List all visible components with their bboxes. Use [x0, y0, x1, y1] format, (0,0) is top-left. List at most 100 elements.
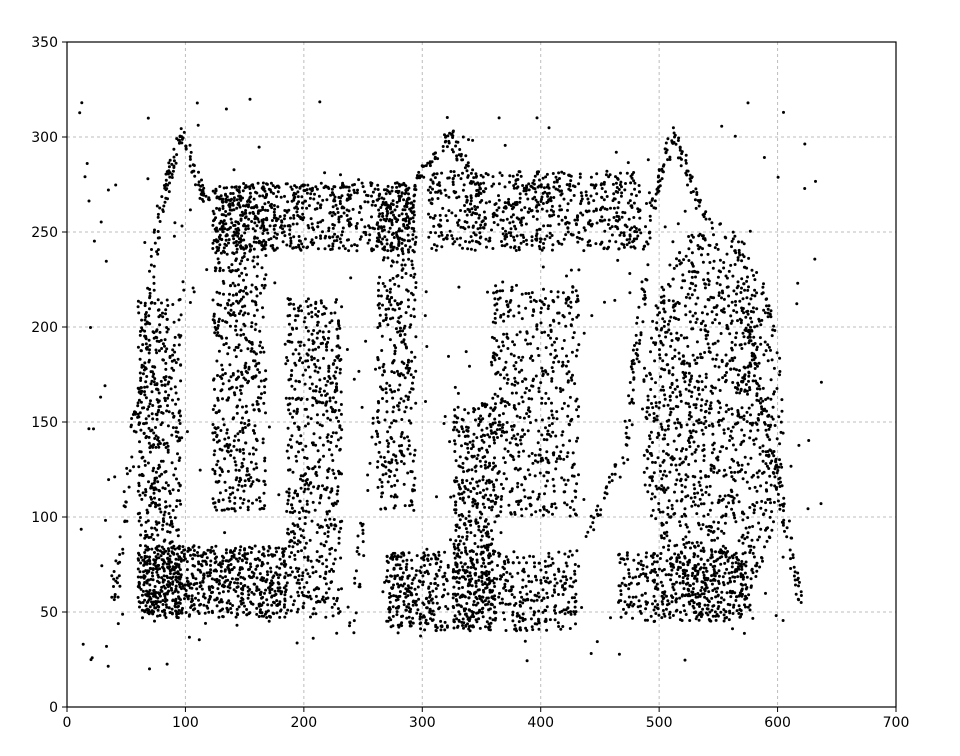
data-point: [421, 583, 424, 586]
data-point: [583, 226, 586, 229]
data-point: [467, 426, 470, 429]
data-point: [429, 563, 432, 566]
data-point: [178, 409, 181, 412]
data-point: [490, 596, 493, 599]
data-point: [215, 334, 218, 337]
data-point: [389, 208, 392, 211]
data-point: [553, 181, 556, 184]
data-point: [324, 247, 327, 250]
data-point: [333, 603, 336, 606]
data-point: [488, 445, 491, 448]
data-point: [147, 570, 150, 573]
data-point: [208, 598, 211, 601]
data-point: [339, 436, 342, 439]
data-point: [457, 465, 460, 468]
data-point: [292, 603, 295, 606]
data-point: [253, 236, 256, 239]
data-point: [439, 214, 442, 217]
data-point: [339, 527, 342, 530]
data-point: [533, 600, 536, 603]
data-point: [548, 192, 551, 195]
data-point: [453, 408, 456, 411]
data-point: [225, 239, 228, 242]
data-point: [590, 195, 593, 198]
data-point: [309, 376, 312, 379]
data-point: [261, 232, 264, 235]
data-point: [476, 457, 479, 460]
data-point: [237, 439, 240, 442]
data-point: [335, 431, 338, 434]
data-point: [412, 460, 415, 463]
data-point: [382, 259, 385, 262]
data-point: [240, 603, 243, 606]
data-point: [261, 266, 264, 269]
data-point: [167, 328, 170, 331]
data-point: [525, 223, 528, 226]
data-point: [144, 494, 147, 497]
data-point: [264, 254, 267, 257]
data-point: [465, 517, 468, 520]
data-point: [481, 439, 484, 442]
data-point: [257, 408, 260, 411]
data-point: [238, 469, 241, 472]
data-point: [155, 520, 158, 523]
data-point: [377, 225, 380, 228]
data-point: [179, 574, 182, 577]
data-point: [259, 227, 262, 230]
data-point: [367, 242, 370, 245]
data-point: [309, 192, 312, 195]
data-point: [514, 179, 517, 182]
data-point: [259, 351, 262, 354]
data-point: [493, 577, 496, 580]
data-point: [221, 559, 224, 562]
data-point: [321, 526, 324, 529]
data-point: [218, 350, 221, 353]
data-point: [165, 481, 168, 484]
data-point: [197, 592, 200, 595]
data-point: [384, 460, 387, 463]
data-point: [175, 576, 178, 579]
data-point: [388, 469, 391, 472]
data-point: [258, 195, 261, 198]
data-point: [398, 185, 401, 188]
data-point: [428, 199, 431, 202]
data-point: [332, 570, 335, 573]
data-point: [292, 214, 295, 217]
data-point: [269, 570, 272, 573]
data-point: [557, 240, 560, 243]
data-point: [629, 181, 632, 184]
data-point: [272, 601, 275, 604]
data-point: [393, 577, 396, 580]
data-point: [240, 328, 243, 331]
data-point: [485, 427, 488, 430]
data-point: [327, 330, 330, 333]
data-point: [604, 207, 607, 210]
data-point: [453, 450, 456, 453]
data-point: [464, 624, 467, 627]
data-point: [232, 224, 235, 227]
data-point: [250, 347, 253, 350]
data-point: [143, 369, 146, 372]
data-point: [339, 368, 342, 371]
data-point: [261, 248, 264, 251]
data-point: [277, 587, 280, 590]
data-point: [246, 586, 249, 589]
data-point: [319, 600, 322, 603]
data-point: [509, 589, 512, 592]
data-point: [193, 607, 196, 610]
data-point: [489, 591, 492, 594]
data-point: [164, 500, 167, 503]
data-point: [264, 411, 267, 414]
data-point: [218, 185, 221, 188]
data-point: [322, 413, 325, 416]
data-point: [306, 416, 309, 419]
data-point: [215, 230, 218, 233]
data-point: [607, 223, 610, 226]
data-point: [510, 234, 513, 237]
data-point: [289, 511, 292, 514]
data-point: [497, 552, 500, 555]
data-point: [263, 379, 266, 382]
data-point: [239, 582, 242, 585]
data-point: [327, 186, 330, 189]
data-point: [333, 224, 336, 227]
